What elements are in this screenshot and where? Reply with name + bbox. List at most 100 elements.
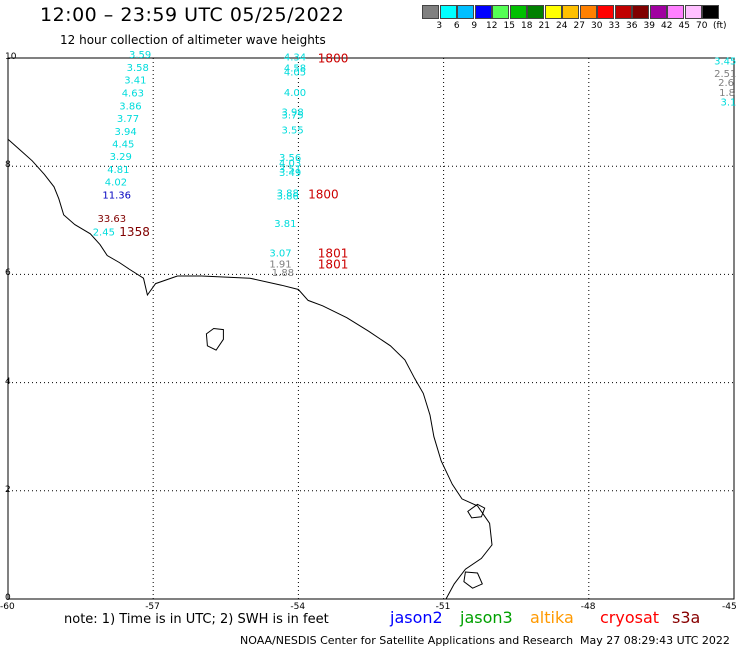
wave-height-value: 3.86: [277, 192, 299, 203]
wave-height-value: 3.41: [124, 75, 146, 86]
legend-level: 9: [471, 21, 478, 31]
legend-level: 36: [626, 21, 638, 31]
wave-height-value: 2.45: [93, 227, 115, 238]
wave-height-value: 4.05: [284, 67, 306, 78]
legend-level: 21: [538, 21, 550, 31]
wave-height-value: 3.45: [714, 57, 736, 68]
y-tick-label: 2: [5, 484, 11, 495]
pass-time-label: 1800: [318, 51, 349, 65]
wave-height-value: 3.58: [127, 63, 149, 74]
island-path: [205, 327, 224, 351]
coastline-path: [7, 138, 493, 600]
y-tick-label: 6: [5, 268, 11, 279]
pass-time-label: 1358: [119, 225, 150, 239]
wave-height-value: 4.02: [105, 178, 127, 189]
satellite-altika: altika: [530, 608, 574, 627]
legend-swatch: [632, 5, 649, 19]
x-tick-label: -45: [722, 602, 737, 612]
y-tick-label: 8: [5, 160, 11, 171]
pass-time-label: 1801: [318, 257, 349, 271]
wave-height-value: 4.00: [284, 88, 306, 99]
wave-height-value: 3.81: [274, 219, 296, 230]
wave-height-value: 3.56: [279, 153, 301, 164]
wave-height-value: 4.63: [122, 88, 144, 99]
legend-level: 15: [503, 21, 515, 31]
legend-swatch: [614, 5, 632, 19]
grid-lines: [8, 58, 734, 599]
x-tick-label: -60: [0, 602, 15, 612]
x-tick-label: -57: [145, 602, 160, 612]
wave-height-value: 4.45: [112, 139, 134, 150]
wave-height-value: 3.77: [117, 114, 139, 125]
wave-height-value: 3.55: [282, 126, 304, 137]
y-tick-label: 10: [5, 52, 17, 62]
wave-height-value: 2.51: [714, 69, 736, 80]
wave-height-value: 4.58: [284, 64, 306, 75]
legend-level: 45: [678, 21, 690, 31]
wave-height-value: 3.1: [720, 98, 736, 109]
wave-height-value: 11.36: [102, 191, 131, 202]
pass-time-label: 1801: [318, 247, 349, 261]
credit-line: NOAA/NESDIS Center for Satellite Applica…: [240, 634, 574, 647]
wave-height-value: 1.8: [719, 88, 735, 99]
footnote: note: 1) Time is in UTC; 2) SWH is in fe…: [64, 612, 329, 627]
y-tick-label: 4: [5, 376, 11, 387]
legend-swatch: [702, 5, 719, 19]
legend-level: 70: [696, 21, 708, 31]
legend-swatch: [422, 5, 439, 19]
satellite-jason2: jason2: [390, 608, 443, 627]
wave-height-value: 4.81: [107, 165, 129, 176]
x-tick-label: -54: [290, 602, 306, 612]
wave-height-value: 3.98: [282, 107, 304, 118]
legend-level: 18: [521, 21, 533, 31]
wave-height-value: 3.49: [279, 168, 301, 179]
satellite-jason3: jason3: [460, 608, 513, 627]
legend-level: 39: [643, 21, 655, 31]
legend-swatch: [684, 5, 702, 19]
wave-height-value: 3.88: [277, 189, 299, 200]
wave-height-value: 3.29: [110, 152, 132, 163]
legend-swatch: [649, 5, 667, 19]
wave-height-value: 3.86: [119, 101, 141, 112]
legend-level: 30: [591, 21, 603, 31]
island-path: [463, 571, 483, 589]
legend-swatch: [474, 5, 492, 19]
legend-level: 33: [608, 21, 620, 31]
island-path: [467, 503, 486, 519]
y-tick-label: 0: [5, 593, 11, 603]
coastline: [7, 138, 493, 600]
plot-frame: [7, 57, 735, 600]
legend-swatch: [439, 5, 457, 19]
wave-height-value: 3.59: [129, 50, 151, 61]
wave-height-value: 4.34: [284, 53, 306, 64]
legend-level: 27: [573, 21, 585, 31]
wave-height-value: 2.6: [718, 78, 734, 89]
map-subtitle: 12 hour collection of altimeter wave hei…: [60, 33, 326, 47]
wave-height-value: 4.03: [279, 159, 301, 170]
wave-height-value: 1.91: [269, 259, 291, 270]
pass-time-label: 1800: [308, 188, 339, 202]
generated-timestamp: May 27 08:29:43 UTC 2022: [580, 634, 730, 647]
legend-unit: (ft): [713, 21, 727, 31]
legend-level: 6: [453, 21, 460, 31]
legend-level: 24: [556, 21, 568, 31]
legend-swatch: [527, 5, 544, 19]
legend-swatch: [509, 5, 527, 19]
legend-swatch: [667, 5, 684, 19]
legend-level: 42: [661, 21, 673, 31]
wave-height-labels: 3.59 3.583.41 4.63 3.86 3.77 3.944.45 3.29 4.81…: [93, 50, 737, 279]
wave-height-value: 3.07: [269, 249, 291, 260]
map-title: 12:00 – 23:59 UTC 05/25/2022: [40, 4, 345, 26]
legend-level: 3: [436, 21, 443, 31]
legend-swatch: [492, 5, 509, 19]
wave-height-value: 33.63: [98, 214, 127, 225]
legend-level: 12: [486, 21, 498, 31]
satellite-s3a: s3a: [672, 608, 701, 627]
legend-swatch: [544, 5, 562, 19]
wave-height-value: 3.51: [279, 165, 301, 176]
legend-swatch: [579, 5, 597, 19]
satellite-cryosat: cryosat: [600, 608, 660, 627]
legend-swatch: [457, 5, 474, 19]
